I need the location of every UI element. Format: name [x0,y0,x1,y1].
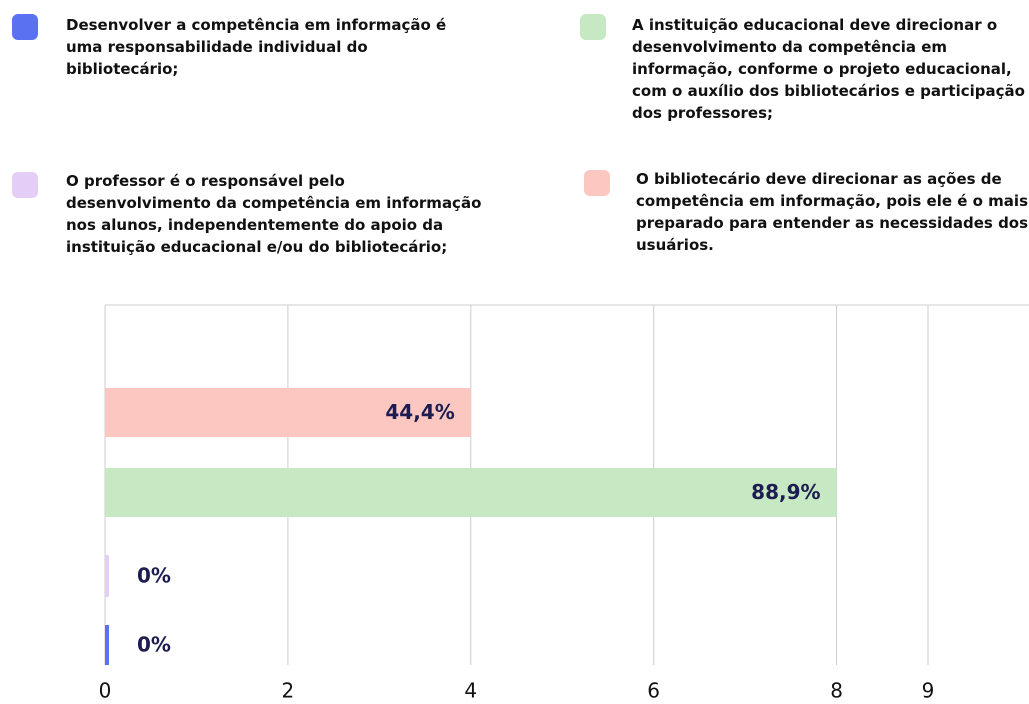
legend-label: O professor é o responsável pelo desenvo… [66,172,482,256]
bar [105,468,837,517]
x-tick-label: 8 [830,679,843,703]
x-tick-label: 2 [282,679,295,703]
legend-swatch [12,172,38,198]
x-tick-label: 9 [922,679,935,703]
legend-swatch [12,14,38,40]
value-label: 88,9% [751,480,820,504]
legend-swatch [580,14,606,40]
x-tick-label: 0 [99,679,112,703]
bar [105,625,109,665]
x-tick-label: 4 [464,679,477,703]
bar [105,555,109,597]
value-label: 0% [137,633,171,657]
legend-label: O bibliotecário deve direcionar as ações… [636,170,1029,254]
value-label: 0% [137,564,171,588]
legend-label: Desenvolver a competência em informação … [66,16,447,78]
x-tick-label: 6 [647,679,660,703]
bar [105,388,471,437]
legend-label: A instituição educacional deve direciona… [632,16,1025,122]
value-label: 44,4% [385,400,454,424]
legend-swatch [584,170,610,196]
